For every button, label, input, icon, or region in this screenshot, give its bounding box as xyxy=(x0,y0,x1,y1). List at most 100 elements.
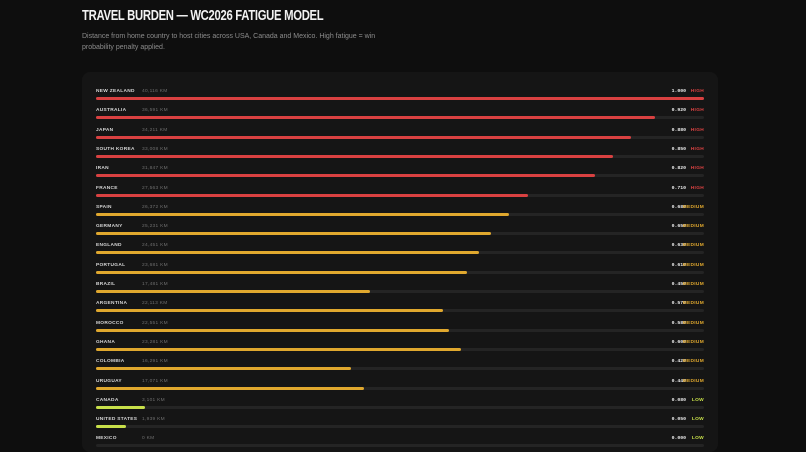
fatigue-bar-fill xyxy=(96,251,479,255)
fatigue-bar-track xyxy=(96,367,704,371)
fatigue-row: JAPAN 34,211 KM 0.880 HIGH xyxy=(96,126,704,144)
fatigue-row: MOROCCO 22,551 KM 0.580 MEDIUM xyxy=(96,319,704,337)
travel-distance: 22,113 KM xyxy=(142,301,168,307)
fatigue-bar-track xyxy=(96,251,704,255)
country-name: CANADA xyxy=(96,397,119,403)
travel-distance: 1,939 KM xyxy=(142,417,165,423)
fatigue-row: PORTUGAL 23,681 KM 0.610 MEDIUM xyxy=(96,261,704,279)
travel-distance: 25,231 KM xyxy=(142,224,168,230)
fatigue-bar-fill xyxy=(96,386,364,390)
travel-distance: 17,071 KM xyxy=(142,378,168,384)
fatigue-bar-track xyxy=(96,425,704,429)
fatigue-score: 0.580 xyxy=(671,320,686,326)
travel-distance: 40,116 KM xyxy=(142,89,168,94)
fatigue-level-badge: HIGH xyxy=(690,127,704,133)
travel-distance: 26,372 KM xyxy=(142,204,168,210)
fatigue-level-badge: MEDIUM xyxy=(682,282,704,287)
fatigue-bar-fill xyxy=(96,232,491,236)
fatigue-level-badge: MEDIUM xyxy=(682,339,704,345)
fatigue-score: 0.820 xyxy=(671,166,686,172)
country-name: SPAIN xyxy=(96,204,112,210)
fatigue-bar-track xyxy=(96,154,704,158)
fatigue-bar-track xyxy=(96,270,704,274)
fatigue-row: FRANCE 27,563 KM 0.710 HIGH xyxy=(96,184,704,202)
fatigue-level-badge: HIGH xyxy=(690,185,704,191)
fatigue-bar-track xyxy=(96,174,704,178)
fatigue-row: NEW ZEALAND 40,116 KM 1.000 HIGH xyxy=(96,87,704,105)
fatigue-bar-track xyxy=(96,386,704,390)
fatigue-level-badge: MEDIUM xyxy=(682,378,704,384)
fatigue-level-badge: LOW xyxy=(691,417,704,423)
fatigue-score: 0.600 xyxy=(671,339,686,345)
fatigue-level-badge: MEDIUM xyxy=(682,204,704,210)
travel-distance: 17,481 KM xyxy=(142,282,168,287)
fatigue-row: GERMANY 25,231 KM 0.650 MEDIUM xyxy=(96,222,704,240)
fatigue-panel: NEW ZEALAND 40,116 KM 1.000 HIGH AUSTRALIA 36… xyxy=(82,72,718,452)
fatigue-level-badge: HIGH xyxy=(690,166,704,172)
fatigue-level-badge: HIGH xyxy=(690,146,704,152)
fatigue-bar-fill xyxy=(96,212,509,216)
fatigue-bar-track xyxy=(96,97,704,100)
fatigue-level-badge: MEDIUM xyxy=(682,243,704,249)
fatigue-score: 0.570 xyxy=(671,301,686,307)
fatigue-bar-fill xyxy=(96,193,528,197)
country-name: AUSTRALIA xyxy=(96,108,127,114)
fatigue-score: 0.650 xyxy=(671,224,686,230)
fatigue-bar-fill xyxy=(96,367,351,371)
country-name: IRAN xyxy=(96,166,109,172)
fatigue-row: ARGENTINA 22,113 KM 0.570 MEDIUM xyxy=(96,299,704,317)
fatigue-score: 1.000 xyxy=(671,89,686,94)
fatigue-level-badge: MEDIUM xyxy=(682,262,704,268)
country-name: GHANA xyxy=(96,339,116,345)
fatigue-bar-fill xyxy=(96,97,704,100)
country-name: BRAZIL xyxy=(96,282,116,287)
fatigue-bar-track xyxy=(96,290,704,293)
country-name: PORTUGAL xyxy=(96,262,126,268)
fatigue-bar-track xyxy=(96,405,704,409)
fatigue-score: 0.050 xyxy=(671,417,686,423)
fatigue-bar-fill xyxy=(96,135,631,139)
fatigue-bar-track xyxy=(96,309,704,313)
fatigue-row: GHANA 23,281 KM 0.600 MEDIUM xyxy=(96,338,704,356)
fatigue-bar-fill xyxy=(96,425,126,429)
travel-distance: 27,563 KM xyxy=(142,185,168,191)
travel-distance: 22,551 KM xyxy=(142,320,168,326)
fatigue-row: SPAIN 26,372 KM 0.680 MEDIUM xyxy=(96,203,704,221)
fatigue-level-badge: MEDIUM xyxy=(682,359,704,365)
travel-distance: 31,847 KM xyxy=(142,166,168,172)
travel-distance: 16,291 KM xyxy=(142,359,168,365)
fatigue-score: 0.920 xyxy=(671,108,686,114)
country-name: ENGLAND xyxy=(96,243,122,249)
fatigue-bar-track xyxy=(96,328,704,332)
fatigue-bar-fill xyxy=(96,290,370,293)
fatigue-score: 0.610 xyxy=(671,262,686,268)
country-name: COLOMBIA xyxy=(96,359,125,365)
fatigue-level-badge: MEDIUM xyxy=(682,224,704,230)
travel-distance: 34,211 KM xyxy=(142,127,168,133)
country-name: URUGUAY xyxy=(96,378,122,384)
fatigue-row: SOUTH KOREA 33,008 KM 0.850 HIGH xyxy=(96,145,704,163)
fatigue-row: URUGUAY 17,071 KM 0.440 MEDIUM xyxy=(96,377,704,395)
fatigue-level-badge: LOW xyxy=(691,436,704,442)
fatigue-row: COLOMBIA 16,291 KM 0.420 MEDIUM xyxy=(96,357,704,375)
fatigue-level-badge: HIGH xyxy=(690,108,704,114)
country-name: JAPAN xyxy=(96,127,114,133)
country-name: MOROCCO xyxy=(96,320,124,326)
country-name: MEXICO xyxy=(96,436,117,442)
fatigue-row: UNITED STATES 1,939 KM 0.050 LOW xyxy=(96,415,704,433)
fatigue-row: IRAN 31,847 KM 0.820 HIGH xyxy=(96,164,704,182)
travel-distance: 24,451 KM xyxy=(142,243,168,249)
fatigue-bar-fill xyxy=(96,309,443,313)
fatigue-score: 0.850 xyxy=(671,146,686,152)
travel-distance: 3,101 KM xyxy=(142,397,165,403)
fatigue-bar-track xyxy=(96,347,704,351)
fatigue-score: 0.450 xyxy=(671,282,686,287)
fatigue-bar-fill xyxy=(96,405,145,409)
fatigue-bar-track xyxy=(96,116,704,120)
fatigue-bar-fill xyxy=(96,174,595,178)
fatigue-bar-fill xyxy=(96,116,655,120)
country-name: GERMANY xyxy=(96,224,123,230)
country-name: SOUTH KOREA xyxy=(96,146,135,152)
fatigue-level-badge: MEDIUM xyxy=(682,301,704,307)
fatigue-row: CANADA 3,101 KM 0.080 LOW xyxy=(96,396,704,414)
